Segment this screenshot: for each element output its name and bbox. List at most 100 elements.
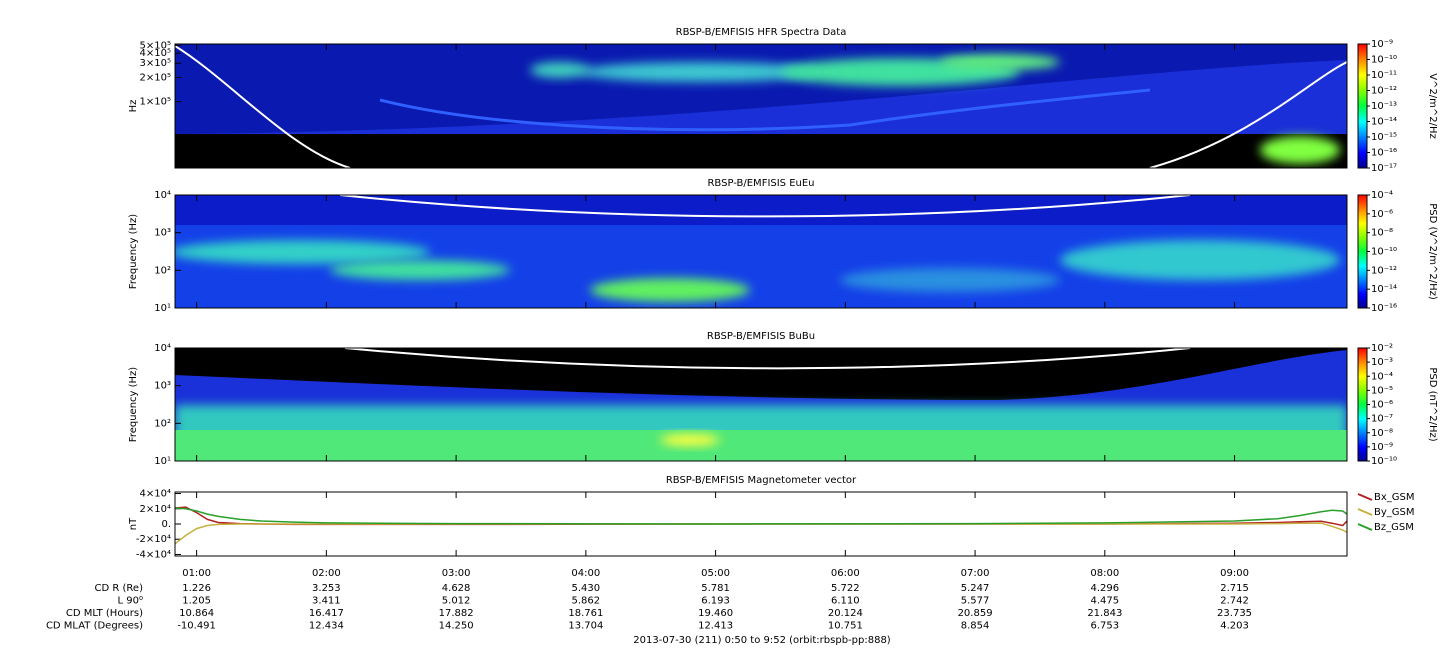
colorbar-tick-label: 10⁻¹⁰ bbox=[1371, 247, 1397, 258]
colorbar-tick-label: 10⁻¹⁶ bbox=[1371, 303, 1397, 314]
colorbar-tick-label: 10⁻⁹ bbox=[1371, 442, 1393, 453]
ephemeris-value: 20.859 bbox=[958, 608, 993, 619]
colorbar-tick-label: 10⁻⁵ bbox=[1371, 385, 1393, 396]
ephemeris-value: 16.417 bbox=[309, 608, 344, 619]
ephemeris-value: 3.253 bbox=[312, 583, 341, 594]
ephemeris-value: 5.781 bbox=[701, 583, 730, 594]
y-tick-label: 2×10⁵ bbox=[140, 72, 171, 83]
colorbar-tick-label: 10⁻⁸ bbox=[1371, 228, 1393, 239]
line-series bbox=[174, 507, 1348, 525]
footer: 2013-07-30 (211) 0:50 to 9:52 (orbit:rbs… bbox=[633, 635, 891, 646]
ephemeris-value: 6.193 bbox=[701, 596, 730, 607]
ephemeris-value: 6.110 bbox=[831, 596, 860, 607]
colorbar-label: V^2/m^2/Hz bbox=[1427, 73, 1438, 139]
ephemeris-value: 12.434 bbox=[309, 621, 344, 632]
colorbar-tick-label: 10⁻¹⁴ bbox=[1371, 284, 1397, 295]
ephemeris-value: 5.722 bbox=[831, 583, 860, 594]
colorbar-tick-label: 10⁻¹¹ bbox=[1371, 70, 1397, 81]
legend-label: Bx_GSM bbox=[1374, 492, 1415, 503]
panel-frame bbox=[174, 43, 1348, 169]
ephemeris-value: 21.843 bbox=[1087, 608, 1122, 619]
panel-frame bbox=[174, 194, 1348, 309]
ephemeris-value: 19.460 bbox=[698, 608, 733, 619]
x-tick-label: 01:00 bbox=[182, 568, 211, 579]
colorbar-tick-label: 10⁻¹⁴ bbox=[1371, 117, 1397, 128]
colorbar bbox=[1357, 194, 1368, 309]
colorbar bbox=[1357, 347, 1368, 462]
ephemeris-value: 10.864 bbox=[179, 608, 214, 619]
legend-swatch bbox=[1357, 508, 1373, 516]
x-tick-label: 06:00 bbox=[831, 568, 860, 579]
colorbar-label: PSD (V^2/m^2/Hz) bbox=[1427, 203, 1438, 300]
x-tick-label: 02:00 bbox=[312, 568, 341, 579]
y-tick-label: 10⁴ bbox=[154, 343, 171, 354]
y-tick-label: 4×10⁵ bbox=[140, 48, 171, 59]
y-axis-label: nT bbox=[128, 517, 139, 530]
ephemeris-value: 2.715 bbox=[1220, 583, 1249, 594]
spectrogram-image bbox=[175, 195, 1347, 308]
spectrogram-image bbox=[175, 44, 1347, 168]
y-tick-label: 10¹ bbox=[154, 303, 171, 314]
colorbar-tick-label: 10⁻⁹ bbox=[1371, 39, 1393, 50]
x-tick-label: 03:00 bbox=[442, 568, 471, 579]
y-tick-label: 5×10⁵ bbox=[140, 40, 171, 51]
colorbar-tick-label: 10⁻¹⁰ bbox=[1371, 456, 1397, 467]
x-tick-label: 08:00 bbox=[1090, 568, 1119, 579]
y-tick-label: 10³ bbox=[154, 228, 171, 239]
y-tick-label: 2×10⁴ bbox=[140, 504, 171, 515]
y-tick-label: 10² bbox=[154, 418, 171, 429]
colorbar-tick-label: 10⁻³ bbox=[1371, 357, 1393, 368]
legend-label: By_GSM bbox=[1374, 507, 1415, 518]
y-axis-label: Frequency (Hz) bbox=[128, 214, 139, 290]
ephemeris-value: 5.247 bbox=[961, 583, 990, 594]
ephemeris-value: 17.882 bbox=[439, 608, 474, 619]
ephemeris-value: 10.751 bbox=[828, 621, 863, 632]
colorbar-tick-label: 10⁻⁷ bbox=[1371, 414, 1393, 425]
ephemeris-label: L 90⁰ bbox=[118, 596, 143, 607]
colorbar-tick-label: 10⁻⁸ bbox=[1371, 428, 1393, 439]
x-tick-label: 09:00 bbox=[1220, 568, 1249, 579]
legend-label: Bz_GSM bbox=[1374, 522, 1414, 533]
y-axis-label: Frequency (Hz) bbox=[128, 367, 139, 443]
colorbar bbox=[1357, 43, 1368, 169]
ephemeris-value: 5.577 bbox=[961, 596, 990, 607]
ephemeris-value: 1.226 bbox=[182, 583, 211, 594]
y-tick-label: 10⁴ bbox=[154, 190, 171, 201]
colorbar-tick-label: 10⁻⁶ bbox=[1371, 209, 1393, 220]
colorbar-tick-label: 10⁻¹⁵ bbox=[1371, 132, 1397, 143]
x-tick-label: 04:00 bbox=[571, 568, 600, 579]
ephemeris-value: 1.205 bbox=[182, 596, 211, 607]
ephemeris-value: 8.854 bbox=[961, 621, 990, 632]
colorbar-tick-label: 10⁻⁴ bbox=[1371, 371, 1393, 382]
colorbar-tick-label: 10⁻⁴ bbox=[1371, 190, 1393, 201]
ephemeris-value: 12.413 bbox=[698, 621, 733, 632]
colorbar-tick-label: 10⁻¹⁰ bbox=[1371, 55, 1397, 66]
y-axis-label: Hz bbox=[128, 100, 139, 113]
ephemeris-value: 4.203 bbox=[1220, 621, 1249, 632]
ephemeris-value: -10.491 bbox=[177, 621, 216, 632]
x-tick-label: 07:00 bbox=[961, 568, 990, 579]
ephemeris-value: 18.761 bbox=[568, 608, 603, 619]
colorbar-tick-label: 10⁻¹² bbox=[1371, 265, 1397, 276]
panel-title: RBSP-B/EMFISIS HFR Spectra Data bbox=[676, 27, 847, 38]
colorbar-tick-label: 10⁻⁶ bbox=[1371, 400, 1393, 411]
panel-title: RBSP-B/EMFISIS Magnetometer vector bbox=[666, 475, 857, 486]
colorbar-tick-label: 10⁻¹⁶ bbox=[1371, 148, 1397, 159]
y-tick-label: 10¹ bbox=[154, 456, 171, 467]
panel-title: RBSP-B/EMFISIS BuBu bbox=[707, 331, 815, 342]
colorbar-tick-label: 10⁻² bbox=[1371, 343, 1393, 354]
ephemeris-value: 3.411 bbox=[312, 596, 341, 607]
y-tick-label: 10² bbox=[154, 265, 171, 276]
y-tick-label: 4×10⁴ bbox=[140, 489, 171, 500]
y-tick-label: 1×10⁵ bbox=[140, 97, 171, 108]
ephemeris-value: 4.475 bbox=[1090, 596, 1119, 607]
line-series bbox=[174, 522, 1348, 545]
y-tick-label: 0. bbox=[161, 519, 171, 530]
panel-frame bbox=[174, 347, 1348, 462]
ephemeris-value: 2.742 bbox=[1220, 596, 1249, 607]
ephemeris-value: 6.753 bbox=[1090, 621, 1119, 632]
ephemeris-label: CD MLAT (Degrees) bbox=[46, 621, 143, 632]
ephemeris-value: 20.124 bbox=[828, 608, 863, 619]
panel-title: RBSP-B/EMFISIS EuEu bbox=[707, 178, 814, 189]
ephemeris-value: 4.296 bbox=[1090, 583, 1119, 594]
